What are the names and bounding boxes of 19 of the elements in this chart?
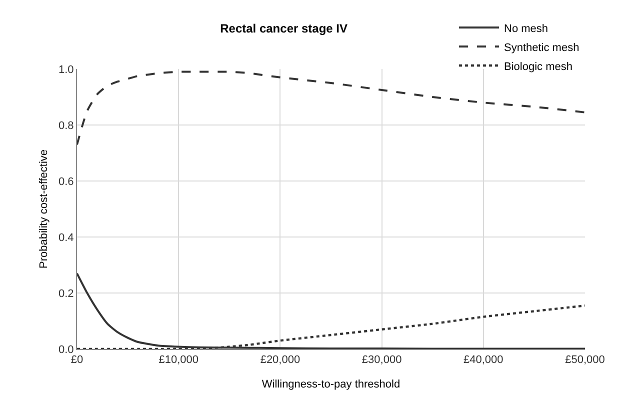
x-tick-label: £10,000 (158, 354, 198, 366)
y-tick-label: 0.8 (58, 120, 74, 132)
x-tick-label: £0 (70, 354, 84, 366)
x-tick-label: £30,000 (362, 354, 402, 366)
y-tick-label: 1.0 (58, 64, 74, 76)
y-tick-label: 0.6 (58, 176, 74, 188)
y-axis-title: Probability cost-effective (38, 149, 50, 269)
x-axis-title: Willingness-to-pay threshold (262, 378, 400, 390)
legend-label: Synthetic mesh (504, 42, 580, 54)
legend-label: Biologic mesh (504, 60, 572, 73)
x-tick-label: £20,000 (260, 354, 300, 366)
legend-label: No mesh (504, 22, 548, 35)
chart-title: Rectal cancer stage IV (220, 22, 348, 36)
line-series (77, 70, 585, 146)
x-tick-label: £40,000 (464, 354, 504, 366)
y-tick-label: 0.4 (58, 232, 74, 244)
x-tick-label: £50,000 (565, 354, 605, 366)
y-tick-label: 0.0 (58, 344, 74, 356)
y-tick-label: 0.2 (58, 288, 74, 300)
